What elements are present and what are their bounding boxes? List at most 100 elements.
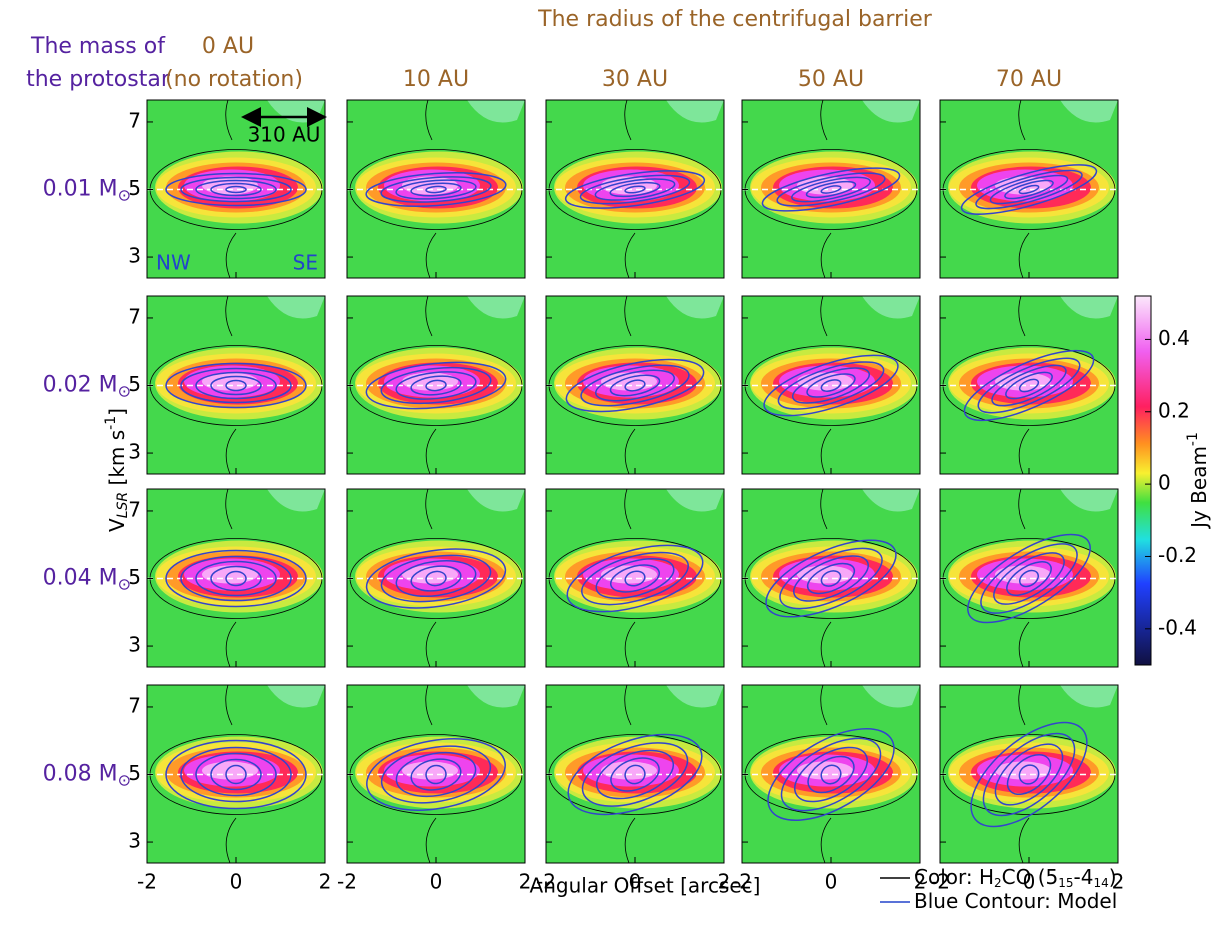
row-label: 0.08 M⊙ (43, 762, 131, 790)
text-part: ⊙ (118, 574, 131, 593)
se-label: SE (293, 251, 318, 275)
panel (147, 296, 325, 474)
panel-image (347, 489, 525, 667)
text-part: M (99, 566, 118, 591)
column-label: 10 AU (403, 67, 469, 92)
row-label: 0.02 M⊙ (43, 373, 131, 401)
panel (347, 489, 525, 667)
text-part: 2 (994, 876, 1002, 890)
colorbar-tick-label: -0.4 (1158, 615, 1197, 639)
panel-image (742, 685, 920, 863)
panel-image (940, 489, 1118, 667)
colorbar (1135, 296, 1151, 665)
panel-image (742, 100, 920, 278)
y-tick-label: 3 (128, 440, 141, 464)
panel-image (347, 100, 525, 278)
panel-image (940, 296, 1118, 474)
text-part: Blue Contour: Model (914, 889, 1117, 913)
x-tick-label: 0 (825, 870, 838, 894)
text-part: 0.02 (43, 373, 92, 398)
panel (742, 489, 920, 667)
y-tick-label: 3 (128, 244, 141, 268)
x-tick-label: -2 (137, 870, 157, 894)
text-part: 0.01 (43, 177, 92, 202)
panel-image (546, 296, 724, 474)
figure-title: The radius of the centrifugal barrier (537, 7, 933, 32)
panel (347, 296, 525, 474)
text-part: Jy Beam (1187, 446, 1211, 530)
panel (940, 296, 1118, 474)
panel-image (147, 296, 325, 474)
x-tick-label: 0 (430, 870, 443, 894)
y-tick-label: 3 (128, 829, 141, 853)
text-part: 14 (1093, 876, 1108, 890)
panel-image (940, 685, 1118, 863)
text-part: ⊙ (118, 185, 131, 204)
legend-entry: Blue Contour: Model (914, 889, 1117, 913)
column-label: 50 AU (798, 67, 864, 92)
panel-image (347, 296, 525, 474)
panel-image (546, 100, 724, 278)
space (92, 762, 99, 787)
panel (546, 296, 724, 474)
text-part: ⊙ (118, 770, 131, 789)
text-part: 0.08 (43, 762, 92, 787)
figure: The radius of the centrifugal barrier The… (0, 0, 1218, 946)
panel (940, 685, 1118, 863)
text-part: ⊙ (118, 381, 131, 400)
row-header: the protostar (26, 67, 171, 92)
panel-image (546, 489, 724, 667)
colorbar-tick-label: 0.2 (1158, 398, 1190, 422)
y-tick-label: 7 (128, 693, 141, 717)
column-label: 30 AU (602, 67, 668, 92)
text-part: M (99, 177, 118, 202)
emission (797, 373, 853, 391)
row-label: 0.04 M⊙ (43, 566, 131, 594)
column-note: (no rotation) (165, 67, 303, 92)
text-part: CO (5 (1002, 865, 1059, 889)
panel (742, 100, 920, 278)
x-tick-label: 2 (319, 870, 332, 894)
space (92, 177, 99, 202)
panel (940, 100, 1118, 278)
colorbar-tick-label: 0 (1158, 471, 1171, 495)
text-part: [km s (105, 430, 129, 492)
space (92, 566, 99, 591)
y-tick-label: 3 (128, 633, 141, 657)
text-part: V (105, 518, 129, 532)
text-part: -4 (1074, 865, 1094, 889)
column-label: 0 AU (202, 34, 254, 59)
panel-image (347, 685, 525, 863)
emission (202, 762, 258, 780)
panel (742, 685, 920, 863)
panel (742, 296, 920, 474)
panel-image (940, 100, 1118, 278)
nw-label: NW (156, 251, 191, 275)
text-part: -1 (103, 416, 119, 430)
panel-image (742, 489, 920, 667)
panel (940, 489, 1118, 667)
text-part: ] (105, 408, 129, 416)
text-part: Color: H (914, 865, 994, 889)
space (92, 373, 99, 398)
row-header: The mass of (30, 34, 166, 59)
emission (797, 762, 853, 780)
text-part: ) (1109, 865, 1117, 889)
y-tick-label: 7 (128, 304, 141, 328)
panel (147, 685, 325, 863)
y-tick-label: 7 (128, 108, 141, 132)
panel-image (546, 685, 724, 863)
colorbar-tick-label: 0.4 (1158, 326, 1190, 350)
panel (347, 685, 525, 863)
text-part: M (99, 762, 118, 787)
panel-image (147, 489, 325, 667)
text-part: -1 (1185, 432, 1201, 446)
x-tick-label: -2 (337, 870, 357, 894)
column-label: 70 AU (996, 67, 1062, 92)
row-label: 0.01 M⊙ (43, 177, 131, 205)
emission (402, 762, 458, 780)
text-part: M (99, 373, 118, 398)
x-axis-label: Angular Offset [arcsec] (530, 874, 761, 898)
y-axis-label: VLSR [km s-1] (103, 408, 131, 532)
panel (546, 489, 724, 667)
